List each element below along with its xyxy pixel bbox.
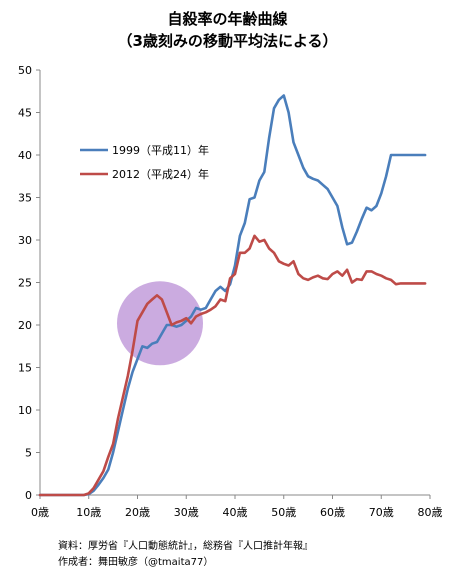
x-tick-label: 70歳 [369,506,394,519]
x-tick-label: 20歳 [125,506,150,519]
legend-label-2: 2012（平成24）年 [112,167,209,181]
y-tick-label: 30 [18,234,32,247]
series-line-1 [38,94,427,497]
highlight-circle [117,281,203,366]
plot-area: 0 5 10 15 20 25 30 35 40 45 50 0歳 10歳 20歳 30歳 40歳 50歳 60歳… [18,64,443,519]
chart-subtitle: （3歳刻みの移動平均法による） [117,32,338,50]
author-note: 作成者：舞田敏彦（@tmaita77） [58,557,214,568]
y-tick-label: 40 [18,149,32,162]
y-tick-label: 50 [18,64,32,77]
legend-label-1: 1999（平成11）年 [112,143,209,157]
y-tick-label: 5 [25,447,32,460]
y-tick-label: 15 [18,362,32,375]
x-tick-label: 50歳 [271,506,296,519]
x-tick-label: 80歳 [418,506,443,519]
source-note: 資料：厚労省『人口動態統計』，総務省『人口推計年報』 [58,541,313,552]
y-tick-label: 20 [18,319,32,332]
y-tick-label: 45 [18,107,32,120]
y-tick-label: 0 [25,489,32,502]
x-tick-label: 10歳 [76,506,101,519]
y-tick-label: 35 [18,192,32,205]
x-tick-label: 30歳 [174,506,199,519]
chart-title: 自殺率の年齢曲線 [167,10,288,28]
x-tick-label: 40歳 [223,506,248,519]
x-tick-label: 60歳 [320,506,345,519]
y-tick-label: 10 [18,404,32,417]
series-line-2 [38,234,427,497]
y-tick-label: 25 [18,277,32,290]
x-tick-label: 0歳 [31,506,49,519]
